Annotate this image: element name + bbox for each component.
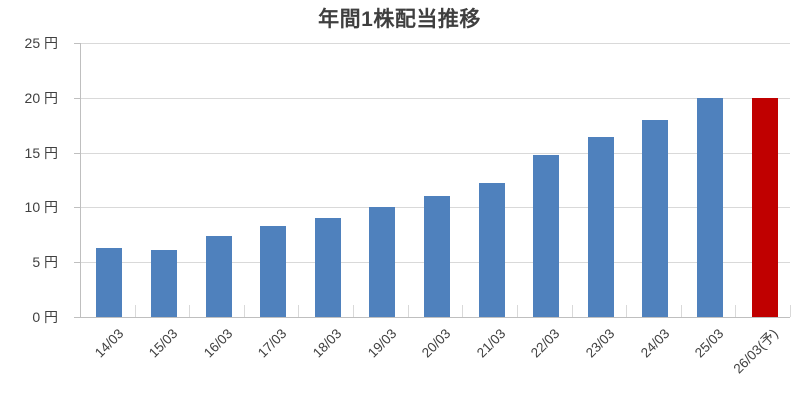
x-axis-tick [680, 305, 682, 317]
bar-26/03(予) [751, 97, 778, 317]
x-axis-label-16/03: 16/03 [200, 326, 236, 361]
x-axis-tick [298, 305, 300, 317]
x-axis-label-20/03: 20/03 [419, 326, 454, 361]
bar-25/03 [697, 97, 724, 317]
bar-24/03 [642, 119, 669, 317]
y-axis-tick [74, 207, 80, 209]
x-axis-label-18/03: 18/03 [309, 326, 345, 361]
y-axis-label: 20 円 [24, 89, 58, 106]
y-axis-tick [74, 43, 80, 44]
y-axis-label: 15 円 [24, 144, 58, 161]
x-axis-label-26/03(予): 26/03(予) [730, 326, 782, 377]
y-axis-tick [74, 97, 80, 99]
x-axis-tick [353, 305, 355, 317]
x-axis-label-15/03: 15/03 [146, 326, 181, 361]
x-axis-tick [790, 305, 791, 317]
y-axis-label: 0 円 [32, 309, 58, 325]
x-axis-label-21/03: 21/03 [473, 326, 509, 361]
x-axis-label-25/03: 25/03 [692, 326, 727, 361]
y-axis-line [80, 43, 81, 317]
bar-18/03 [314, 218, 341, 317]
bar-21/03 [478, 183, 505, 317]
chart-title: 年間1株配当推移 [318, 8, 481, 31]
bar-15/03 [150, 250, 177, 317]
x-axis-tick [462, 305, 464, 317]
y-axis-label: 25 円 [24, 35, 58, 51]
y-axis-tick [74, 152, 80, 154]
y-axis-label: 10 円 [24, 199, 58, 216]
x-axis-tick [134, 305, 136, 317]
bar-17/03 [260, 226, 287, 317]
gridline-20 [80, 97, 790, 99]
x-axis-label-19/03: 19/03 [364, 326, 399, 361]
x-axis-tick [735, 305, 737, 317]
y-axis-tick [74, 262, 80, 264]
x-axis-label-23/03: 23/03 [582, 326, 618, 361]
bar-23/03 [587, 137, 614, 317]
x-axis-tick [571, 305, 573, 317]
x-axis-tick [516, 305, 518, 317]
gridline-25 [80, 43, 790, 44]
gridline-15 [80, 152, 790, 154]
x-axis-line [74, 317, 790, 318]
bar-16/03 [205, 235, 232, 317]
x-axis-label-22/03: 22/03 [528, 326, 563, 361]
x-axis-label-17/03: 17/03 [255, 326, 290, 361]
bar-22/03 [533, 154, 560, 317]
y-axis-label: 5 円 [32, 254, 58, 271]
bar-20/03 [424, 196, 450, 317]
bar-19/03 [369, 207, 396, 317]
x-axis-tick [407, 305, 409, 317]
x-axis-label-24/03: 24/03 [637, 326, 673, 361]
x-axis-tick [189, 305, 191, 317]
bar-14/03 [96, 247, 123, 317]
x-axis-tick [243, 305, 245, 317]
x-axis-label-14/03: 14/03 [91, 326, 126, 361]
x-axis-tick [626, 305, 628, 317]
